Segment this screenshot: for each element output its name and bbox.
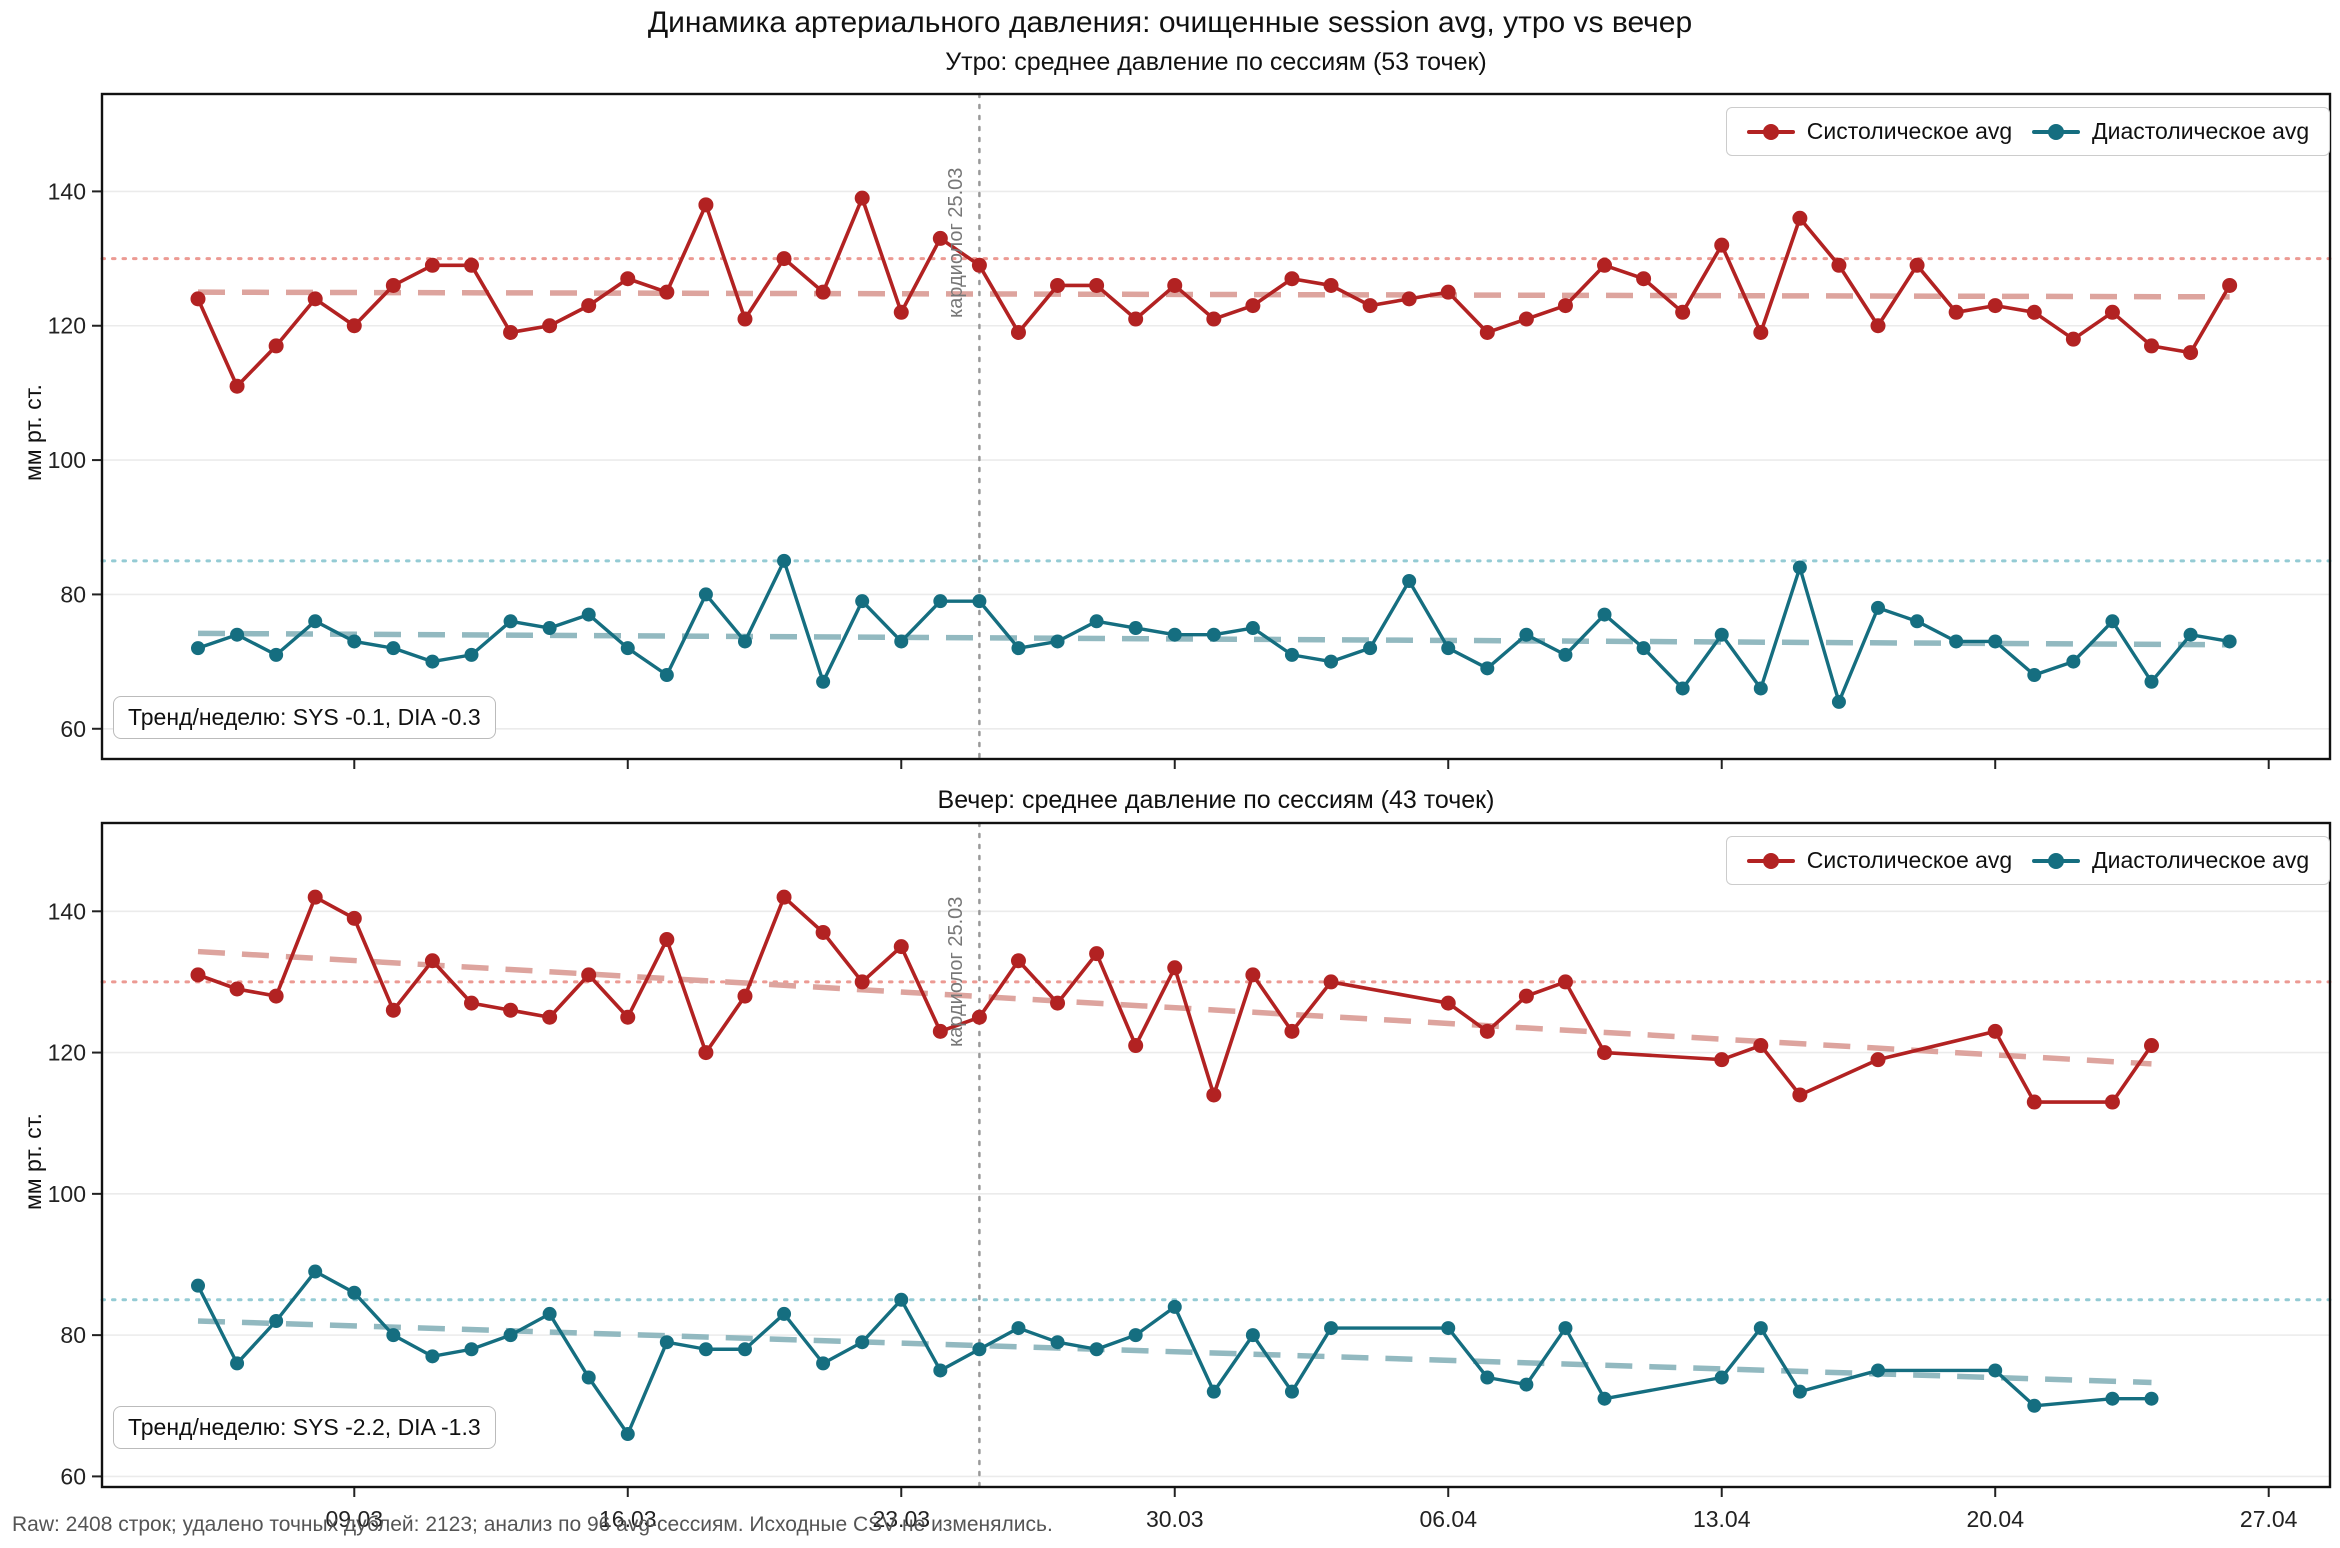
svg-text:30.03: 30.03 <box>1146 1506 1204 1532</box>
diastolic-line-icon <box>2032 129 2081 134</box>
legend-item-diastolic: Диастолическое avg <box>2032 847 2309 874</box>
legend-label-systolic: Систолическое avg <box>1806 118 2013 144</box>
svg-text:120: 120 <box>48 313 86 339</box>
cardiologist-vline-label-evening: кардиолог 25.03 <box>945 896 967 1047</box>
svg-text:09.03: 09.03 <box>325 1506 383 1532</box>
svg-text:60: 60 <box>60 716 86 742</box>
legend-item-systolic: Систолическое avg <box>1746 847 2013 874</box>
svg-text:100: 100 <box>48 447 86 473</box>
svg-text:120: 120 <box>48 1040 86 1066</box>
legend-evening: Систолическое avg Диастолическое avg <box>1726 836 2330 885</box>
svg-text:06.04: 06.04 <box>1419 1506 1477 1532</box>
data-provenance-note: Raw: 2408 строк; удалено точных дублей: … <box>12 1513 1053 1536</box>
morning-subplot-title: Утро: среднее давление по сессиям (53 то… <box>945 48 1487 76</box>
y-axis-label-morning: мм рт. ст. <box>20 384 46 481</box>
systolic-line-icon <box>1746 858 1795 863</box>
svg-text:20.04: 20.04 <box>1966 1506 2024 1532</box>
legend-item-systolic: Систолическое avg <box>1746 118 2013 145</box>
figure-title: Динамика артериального давления: очищенн… <box>647 6 1693 39</box>
legend-label-systolic: Систолическое avg <box>1806 847 2013 873</box>
svg-text:80: 80 <box>60 1322 86 1348</box>
svg-text:27.04: 27.04 <box>2240 1506 2298 1532</box>
svg-text:60: 60 <box>60 1463 86 1489</box>
legend-label-diastolic: Диастолическое avg <box>2092 118 2310 144</box>
evening-subplot-title: Вечер: среднее давление по сессиям (43 т… <box>937 786 1495 814</box>
svg-text:16.03: 16.03 <box>599 1506 657 1532</box>
y-axis-label-evening: мм рт. ст. <box>20 1113 46 1210</box>
cardiologist-vline-label-morning: кардиолог 25.03 <box>945 167 967 318</box>
trend-annotation-evening: Тренд/неделю: SYS -2.2, DIA -1.3 <box>113 1406 496 1449</box>
trend-annotation-morning: Тренд/неделю: SYS -0.1, DIA -0.3 <box>113 696 496 739</box>
legend-label-diastolic: Диастолическое avg <box>2092 847 2310 873</box>
svg-text:140: 140 <box>48 178 86 204</box>
legend-item-diastolic: Диастолическое avg <box>2032 118 2309 145</box>
diastolic-line-icon <box>2032 858 2081 863</box>
systolic-line-icon <box>1746 129 1795 134</box>
svg-text:23.03: 23.03 <box>872 1506 930 1532</box>
svg-text:13.04: 13.04 <box>1693 1506 1751 1532</box>
svg-text:80: 80 <box>60 581 86 607</box>
svg-text:140: 140 <box>48 898 86 924</box>
legend-morning: Систолическое avg Диастолическое avg <box>1726 107 2330 156</box>
svg-text:100: 100 <box>48 1181 86 1207</box>
